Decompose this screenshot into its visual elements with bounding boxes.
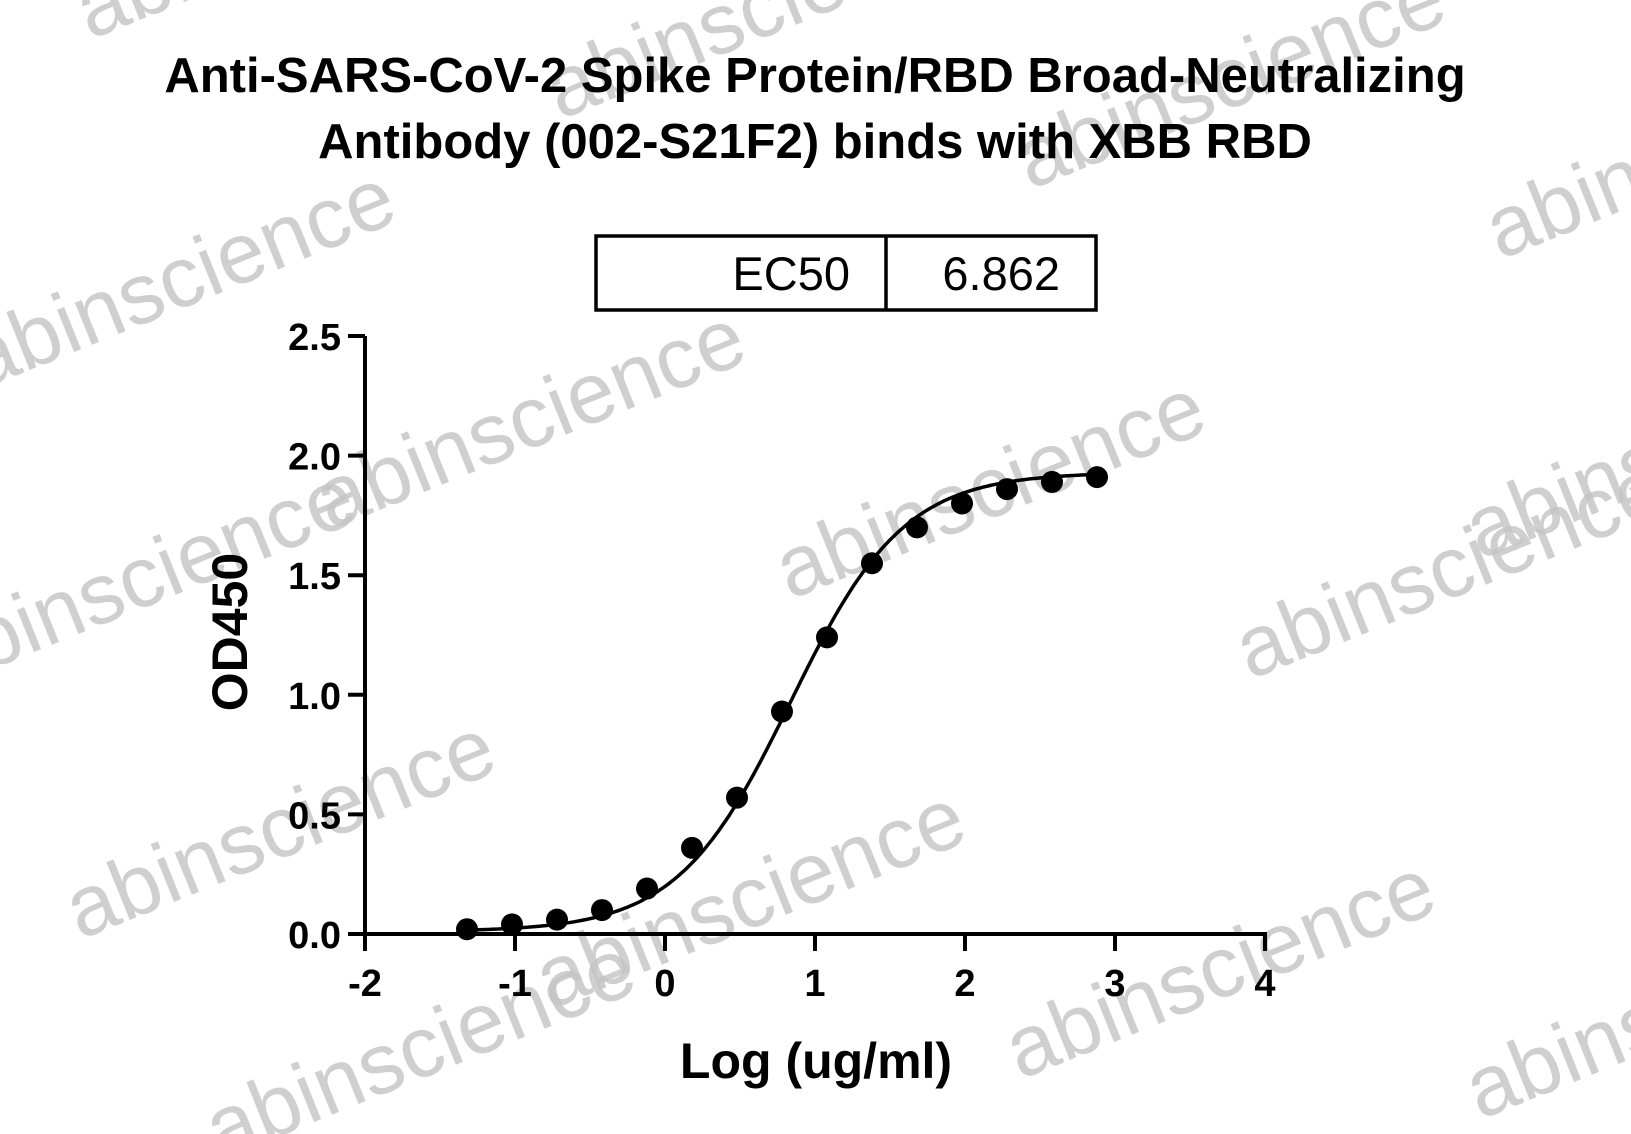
data-point-7: [771, 700, 793, 723]
data-point-8: [816, 626, 838, 649]
watermark-text-7: abinscience: [1471, 18, 1631, 277]
data-point-2: [546, 908, 568, 931]
ec50-value: 6.862: [942, 247, 1060, 300]
data-point-1: [501, 913, 523, 936]
x-tick-label-2: 0: [654, 963, 675, 1005]
y-tick-label-5: 2.5: [288, 317, 341, 359]
y-axis-label: OD450: [202, 553, 258, 711]
data-point-10: [906, 516, 928, 539]
y-tick-label-2: 1.0: [288, 676, 341, 718]
chart-title-line-2: Antibody (002-S21F2) binds with XBB RBD: [318, 115, 1312, 169]
ec50-table-border: [594, 234, 1098, 312]
watermark-text-2: abinscience: [1001, 0, 1458, 208]
watermark-text-13: abinscience: [1451, 878, 1631, 1134]
axes: 0.0 0.5 1.0 1.5 2.0 2.5 -2 -1 0 1 2 3 4: [288, 317, 1275, 1005]
data-point-11: [951, 492, 973, 515]
watermark-text-5: abinscience: [761, 358, 1218, 617]
watermark-text-4: abinscience: [301, 288, 758, 547]
data-point-0: [456, 918, 478, 941]
x-tick-label-6: 4: [1254, 963, 1275, 1005]
x-tick-label-1: -1: [498, 963, 532, 1005]
y-tick-label-0: 0.0: [288, 915, 341, 957]
data-point-9: [861, 552, 883, 575]
y-tick-label-3: 1.5: [288, 556, 341, 598]
watermark-text-11: abinscience: [991, 838, 1448, 1097]
data-points-layer: [456, 466, 1108, 941]
x-tick-label-4: 2: [954, 963, 975, 1005]
y-tick-label-1: 0.5: [288, 795, 341, 837]
data-point-3: [591, 899, 613, 922]
data-point-4: [636, 877, 658, 900]
watermark-text-14: abinscience: [191, 918, 648, 1134]
watermark-text-3: abinscience: [0, 148, 408, 407]
x-axis-label: Log (ug/ml): [680, 1033, 952, 1089]
data-point-6: [726, 786, 748, 809]
data-point-13: [1041, 470, 1063, 493]
x-tick-label-0: -2: [348, 963, 382, 1005]
x-tick-label-5: 3: [1104, 963, 1125, 1005]
ec50-table: EC50 6.862: [594, 234, 1098, 312]
y-tick-label-4: 2.0: [288, 437, 341, 479]
ec50-label: EC50: [732, 247, 850, 300]
watermark-text-9: abinscience: [51, 698, 508, 957]
data-point-5: [681, 836, 703, 859]
x-tick-label-3: 1: [804, 963, 825, 1005]
chart-title-line-1: Anti-SARS-CoV-2 Spike Protein/RBD Broad-…: [164, 49, 1465, 103]
data-point-12: [996, 478, 1018, 501]
data-point-14: [1086, 466, 1108, 489]
